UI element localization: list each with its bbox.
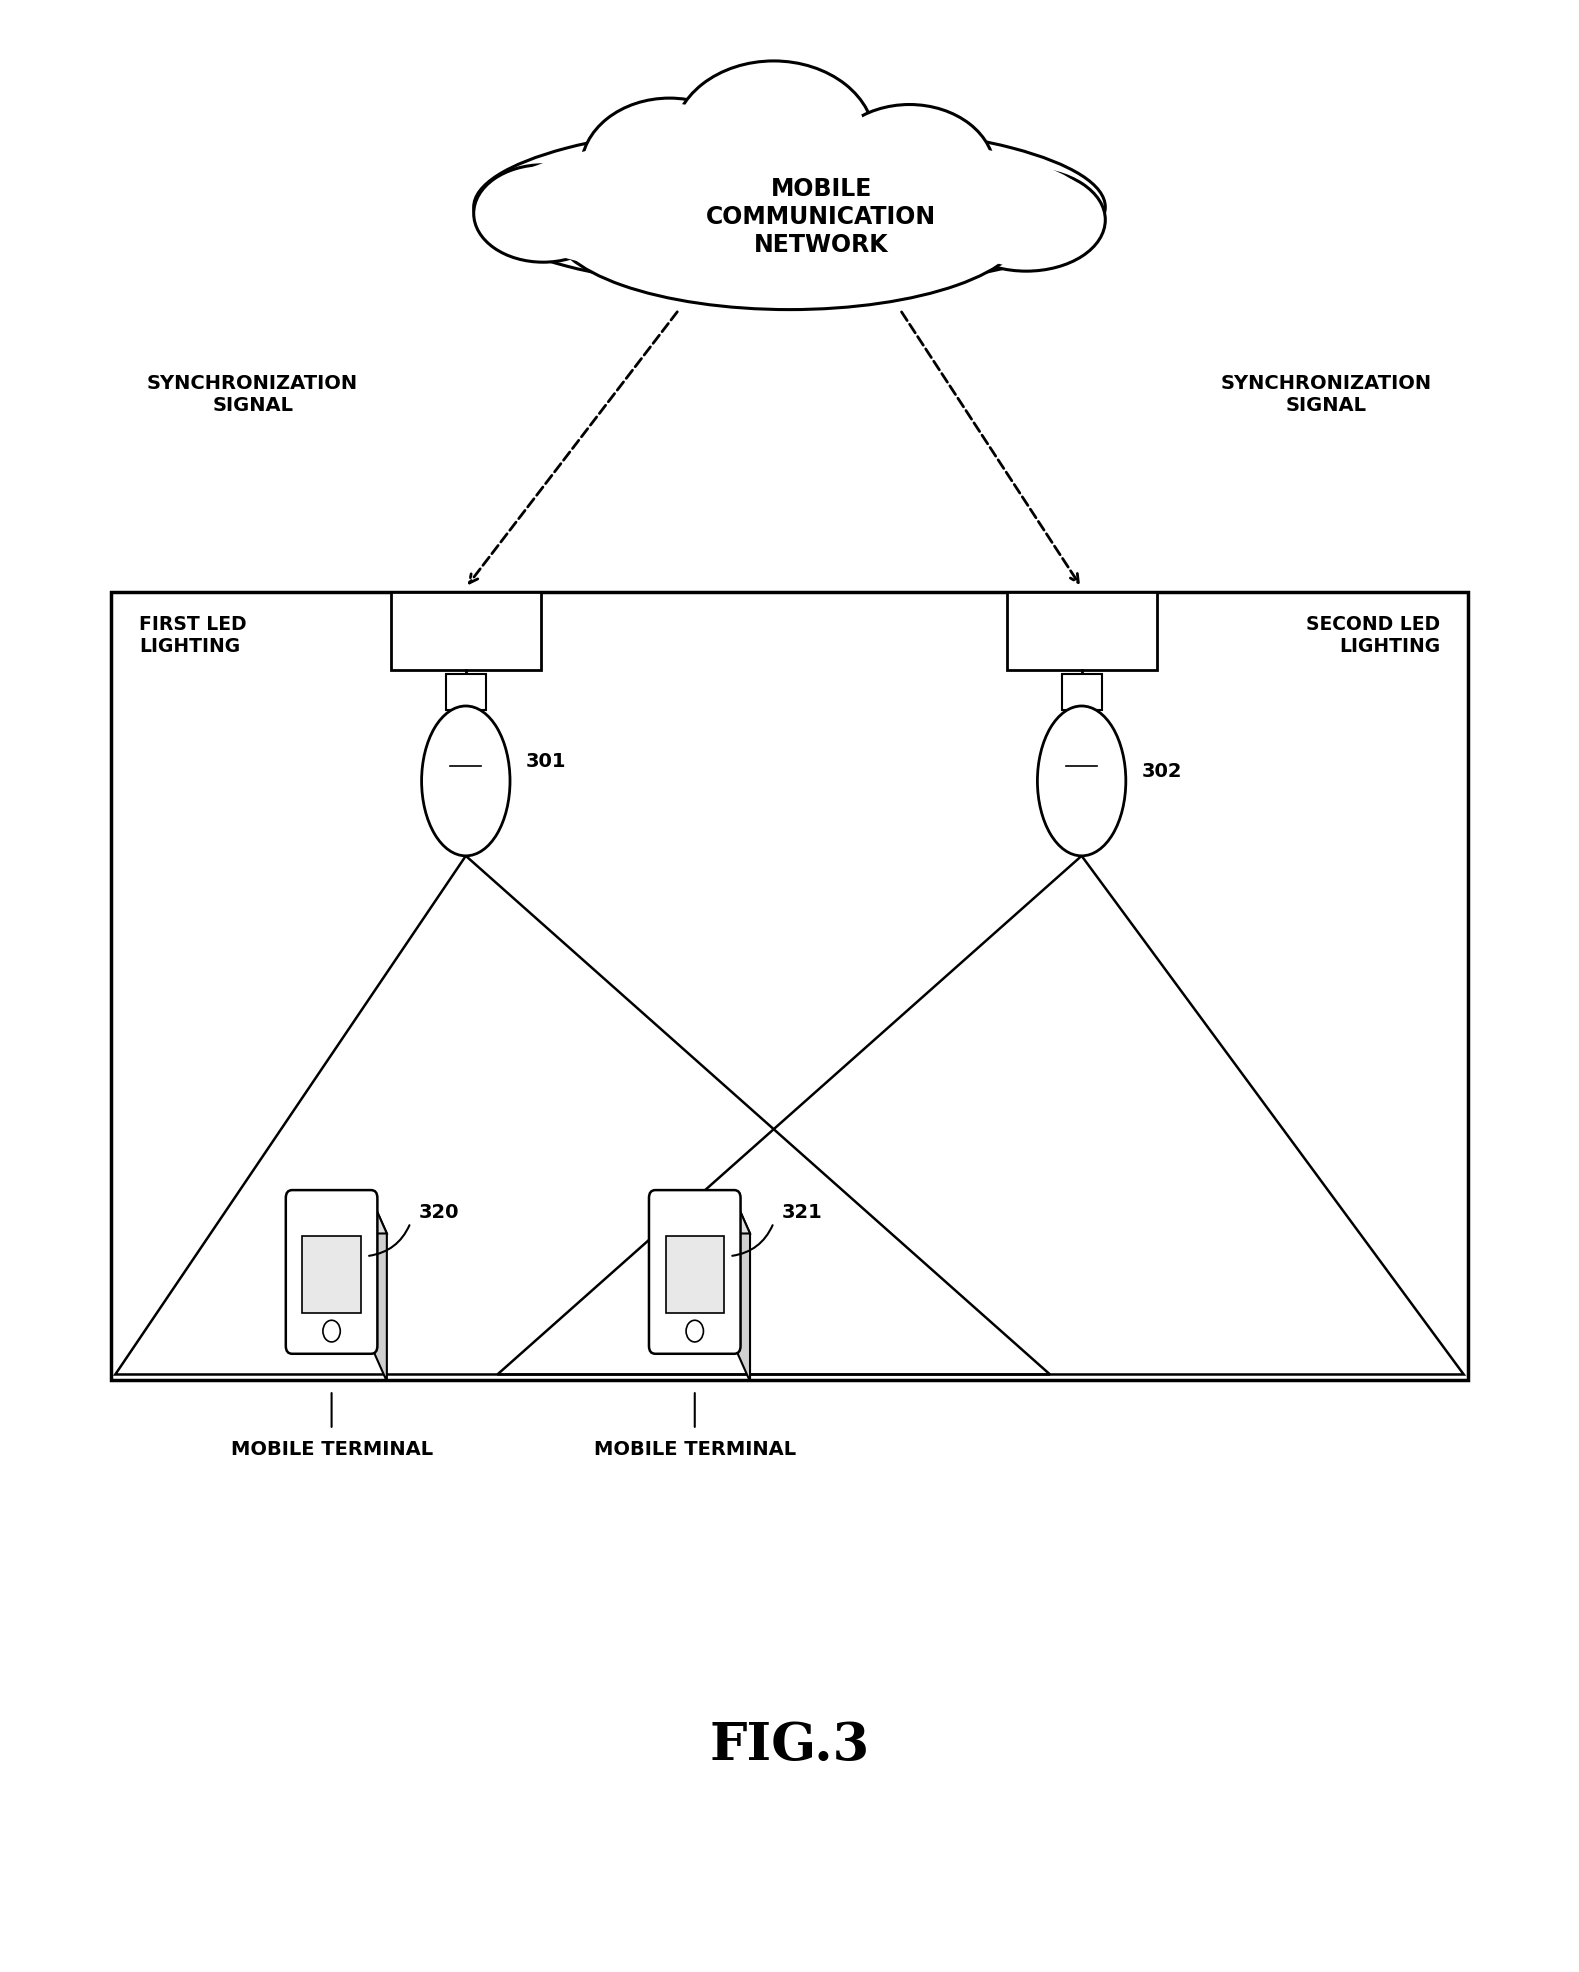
Bar [1007,592,1156,670]
Bar [390,592,540,670]
Ellipse shape [474,166,613,262]
FancyBboxPatch shape [286,1191,377,1353]
Ellipse shape [581,99,758,239]
Ellipse shape [954,172,1099,268]
Polygon shape [371,1199,387,1380]
Ellipse shape [486,132,1093,282]
Polygon shape [655,1199,750,1234]
Polygon shape [734,1199,750,1380]
Bar [111,592,1468,1380]
Ellipse shape [478,168,608,258]
Ellipse shape [553,144,1026,310]
FancyBboxPatch shape [649,1191,741,1353]
Ellipse shape [1037,706,1126,856]
Text: FIG.3: FIG.3 [709,1720,870,1771]
Ellipse shape [831,110,988,233]
Polygon shape [292,1199,387,1234]
Ellipse shape [824,105,995,239]
Bar [302,1236,360,1313]
Ellipse shape [474,124,1105,290]
Bar [1061,674,1102,710]
Bar [445,674,486,710]
Ellipse shape [673,61,875,219]
Circle shape [322,1321,341,1341]
Ellipse shape [474,166,613,262]
Ellipse shape [587,103,752,235]
Ellipse shape [824,105,995,239]
Text: 320: 320 [418,1203,459,1223]
Text: MOBILE TERMINAL: MOBILE TERMINAL [594,1440,796,1459]
Text: 321: 321 [782,1203,823,1223]
Bar [665,1236,723,1313]
Ellipse shape [422,706,510,856]
Text: SYNCHRONIZATION
SIGNAL: SYNCHRONIZATION SIGNAL [1221,375,1432,414]
Circle shape [685,1321,703,1341]
Ellipse shape [570,150,1009,304]
Text: FIRST LED
LIGHTING: FIRST LED LIGHTING [139,615,246,657]
Ellipse shape [474,124,1105,290]
Text: MOBILE
COMMUNICATION
NETWORK: MOBILE COMMUNICATION NETWORK [706,177,936,256]
Text: 301: 301 [526,751,567,771]
Text: SYNCHRONIZATION
SIGNAL: SYNCHRONIZATION SIGNAL [147,375,358,414]
Text: 302: 302 [1142,761,1183,781]
Text: SECOND LED
LIGHTING: SECOND LED LIGHTING [1306,615,1440,657]
Ellipse shape [681,67,867,213]
Ellipse shape [947,168,1105,270]
Ellipse shape [581,99,758,239]
Ellipse shape [947,168,1105,270]
Text: MOBILE TERMINAL: MOBILE TERMINAL [231,1440,433,1459]
Ellipse shape [673,61,875,219]
Ellipse shape [553,144,1026,310]
